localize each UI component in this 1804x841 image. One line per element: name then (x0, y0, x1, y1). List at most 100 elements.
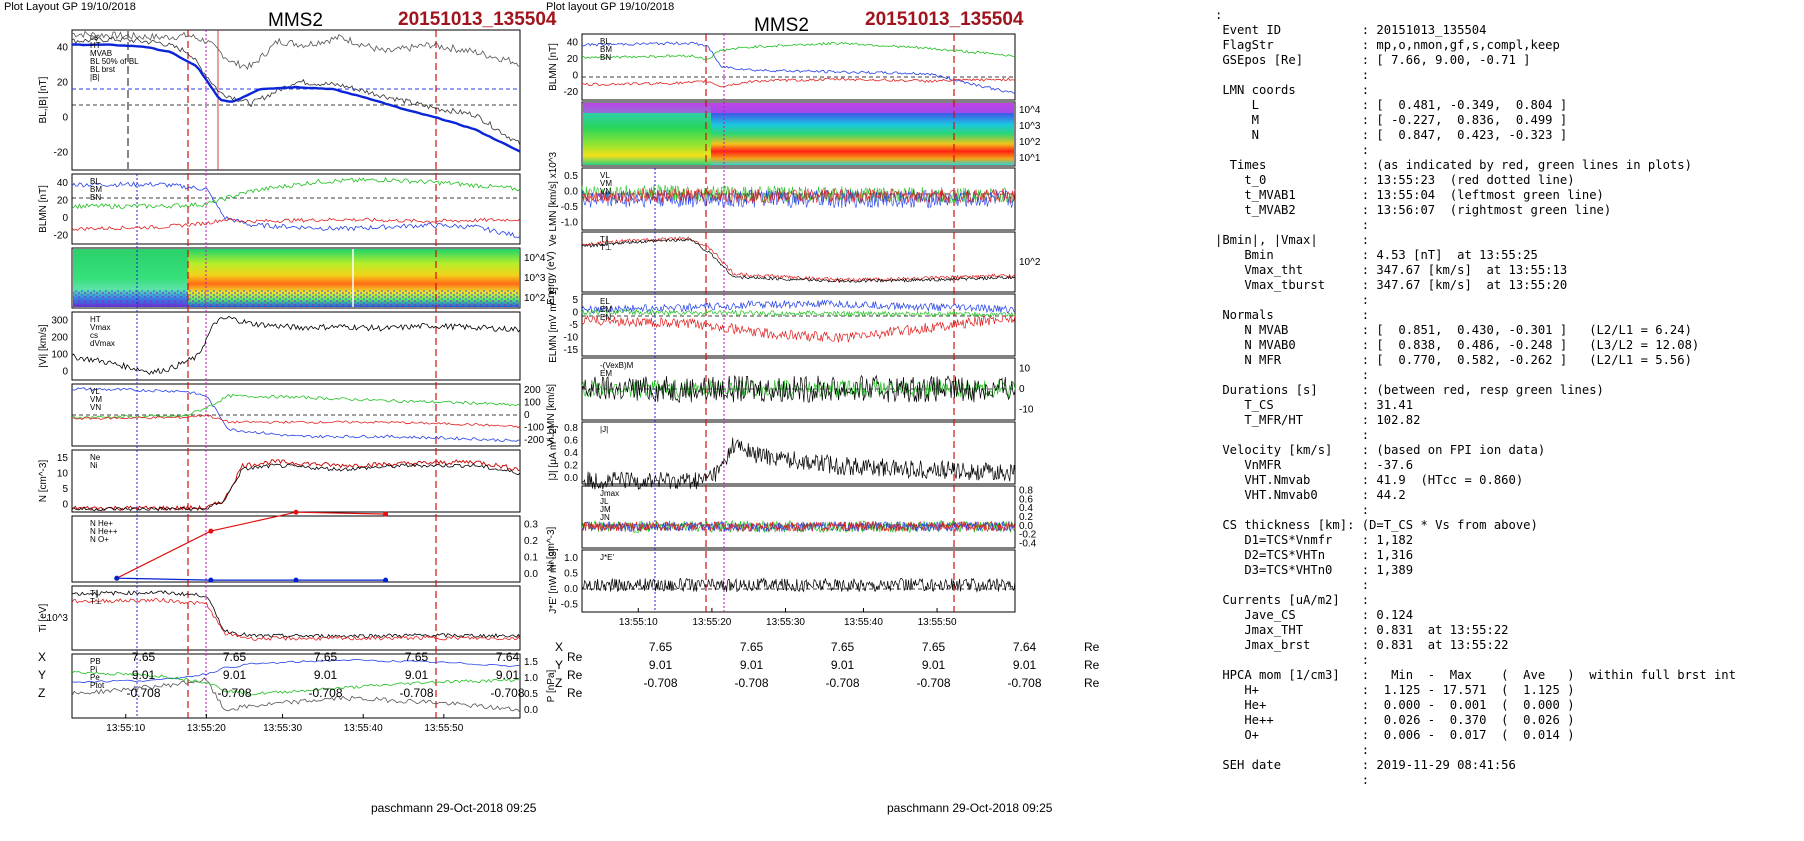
coords-row: X 7.65 7.65 7.65 7.65 7.64 Re (555, 638, 1099, 656)
y-axis-label: BLMN [nT] (38, 185, 49, 233)
x-tick-label: 13:55:20 (692, 617, 731, 628)
y-axis-label: Ni [cm^-3] (546, 526, 557, 571)
y-tick-label: 0.1 (524, 552, 538, 563)
coords-value: 7.65 (921, 640, 946, 654)
left-panel-2-frame (71, 173, 521, 245)
left-footer: paschmann 29-Oct-2018 09:25 (371, 801, 537, 815)
left-panel-7-frame (71, 515, 521, 583)
middle-chart-stack: 40 20 0 -20 10^4 10^3 10^2 10^1 0.5 0.0 -0.5 -1.0 10… (548, 33, 1040, 628)
y-tick-label: 5 (572, 295, 578, 306)
left-p5-VM-trace (71, 393, 521, 420)
y-axis-label: ELMN [mV m^-1] (548, 287, 559, 363)
left-spacecraft-title: MMS2 (268, 10, 323, 31)
y-tick-label: 0 (62, 113, 68, 124)
y-tick-label: -0.2 (1019, 530, 1037, 541)
left-p4-Vi-trace (71, 315, 521, 376)
legend-entry: Ne (90, 453, 101, 462)
y-axis-label: BL,|B| [nT] (38, 76, 49, 123)
middle-plot-layout-label: Plot layout GP 19/10/2018 (546, 1, 675, 13)
coords-axis-label: X (555, 640, 564, 654)
coords-value: 7.65 (830, 640, 855, 654)
y-tick-label: 0.5 (524, 689, 538, 700)
left-p6-Ni-trace (71, 463, 521, 512)
coords-value: -0.708 (734, 676, 769, 690)
legend-entry: N He++ (90, 527, 118, 536)
legend-entry: N O+ (90, 535, 109, 544)
x-tick-label: 13:55:50 (424, 723, 463, 734)
y-tick-label: -10 (564, 332, 579, 343)
coords-value: -0.708 (126, 686, 161, 700)
y-axis-label: |Vi| [km/s] (38, 324, 49, 368)
mid-panel-5-frame (581, 293, 1016, 357)
left-panel-9-frame (71, 653, 521, 719)
coords-value: -0.708 (399, 686, 434, 700)
y-tick-label: 10^2 (1019, 137, 1040, 148)
left-p9-PB-trace (71, 670, 521, 696)
mid-panel-4-frame (581, 231, 1016, 293)
left-p7-Op-point (208, 577, 214, 583)
middle-event-id-title: 20151013_135504 (865, 9, 1024, 30)
y-tick-label: 0.5 (564, 171, 578, 182)
y-tick-label: -5 (569, 320, 578, 331)
legend-entry: BL (90, 177, 100, 186)
legend-entry: PB (90, 657, 101, 666)
legend-entry: BN (90, 193, 101, 202)
legend-entry: EM (600, 369, 612, 378)
legend-entry: N He+ (90, 519, 113, 528)
left-panel-4-frame (71, 311, 521, 381)
mid-panel-1-frame (581, 33, 1016, 101)
legend-entry: cs (90, 33, 98, 42)
y-tick-label: 300 (51, 316, 68, 327)
legend-entry: JL (600, 497, 609, 506)
mid-p6-VexB-trace (581, 374, 1016, 404)
y-tick-label: -15 (564, 345, 579, 356)
coords-row: Y 9.01 9.01 9.01 9.01 9.01 Re (38, 666, 582, 684)
y-tick-label: 20 (567, 54, 579, 65)
left-p7-HeHe-point (383, 511, 389, 517)
left-panel-8-frame (71, 585, 521, 651)
legend-entry: VN (90, 403, 101, 412)
y-tick-label: -0.5 (561, 202, 579, 213)
middle-coordinates-table: X 7.65 7.65 7.65 7.65 7.64 Re Y 9.01 9.01 9.01 9.01… (555, 638, 1099, 692)
coords-value: 9.01 (222, 668, 247, 682)
legend-entry: Ptot (90, 681, 105, 690)
y-axis-label: BLMN [nT] (548, 43, 559, 91)
legend-entry: MVAB (90, 49, 112, 58)
left-p2-BL-trace (71, 181, 521, 239)
left-p1-BL-brst-trace (71, 43, 521, 153)
y-tick-label: -20 (564, 87, 579, 98)
left-p5-VN-trace (71, 414, 521, 429)
left-p7-HeHe-line (116, 511, 386, 579)
x-tick-label: 13:55:40 (344, 723, 383, 734)
y-tick-label: 0.5 (564, 568, 578, 579)
y-axis-label: P [nPa] (546, 669, 557, 702)
y-tick-label: 200 (524, 385, 541, 396)
legend-entry: Jmax (600, 489, 619, 498)
y-axis-label: J*E' [nW m^-3] (548, 548, 559, 614)
y-tick-label: 0 (572, 308, 578, 319)
event-info-text: : Event ID : 20151013_135504 FlagStr : m… (1215, 8, 1736, 787)
legend-entry: JN (600, 513, 610, 522)
y-tick-label: 0 (1019, 384, 1025, 395)
y-tick-label: 0 (62, 213, 68, 224)
y-tick-label: 0.8 (564, 423, 578, 434)
coords-unit: Re (567, 650, 583, 664)
middle-spacecraft-title: MMS2 (754, 15, 809, 36)
y-tick-label: 10^2 (524, 293, 546, 304)
mid-p3-VN-trace (581, 187, 1016, 204)
left-chart-stack: 40200-2040200-2010^410^310^2300200100020… (38, 29, 557, 734)
legend-entry: VL (90, 387, 100, 396)
coords-value: 9.01 (495, 668, 520, 682)
legend-entry: |B| (90, 73, 100, 82)
coords-unit: Re (567, 668, 583, 682)
y-axis-label: Energy (eV) (546, 251, 557, 304)
mid-p1-BM-trace (581, 41, 1016, 61)
mid-p4-Tpar-trace (581, 236, 1016, 283)
y-tick-label: 1.5 (524, 657, 538, 668)
coords-unit: Re (1084, 640, 1100, 654)
coords-value: 9.01 (830, 658, 855, 672)
y-tick-label: 0.0 (524, 569, 538, 580)
left-p9-Ptot-trace (71, 659, 521, 684)
left-p1-BL-trace (71, 36, 521, 146)
y-axis-label: Vi LMN [km/s] (546, 384, 557, 446)
